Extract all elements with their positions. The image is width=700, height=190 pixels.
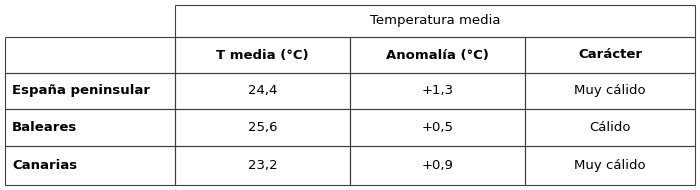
Text: Temperatura media: Temperatura media [370, 14, 500, 28]
Text: T media (°C): T media (°C) [216, 48, 309, 62]
Text: 23,2: 23,2 [248, 159, 277, 172]
Text: Muy cálido: Muy cálido [574, 85, 646, 97]
Text: Carácter: Carácter [578, 48, 642, 62]
Text: 25,6: 25,6 [248, 121, 277, 134]
Text: 24,4: 24,4 [248, 85, 277, 97]
Text: Canarias: Canarias [12, 159, 77, 172]
Text: Muy cálido: Muy cálido [574, 159, 646, 172]
Text: +0,9: +0,9 [421, 159, 454, 172]
Text: Anomalía (°C): Anomalía (°C) [386, 48, 489, 62]
Text: Cálido: Cálido [589, 121, 631, 134]
Text: +1,3: +1,3 [421, 85, 454, 97]
Text: España peninsular: España peninsular [12, 85, 150, 97]
Text: Baleares: Baleares [12, 121, 77, 134]
Text: +0,5: +0,5 [421, 121, 454, 134]
